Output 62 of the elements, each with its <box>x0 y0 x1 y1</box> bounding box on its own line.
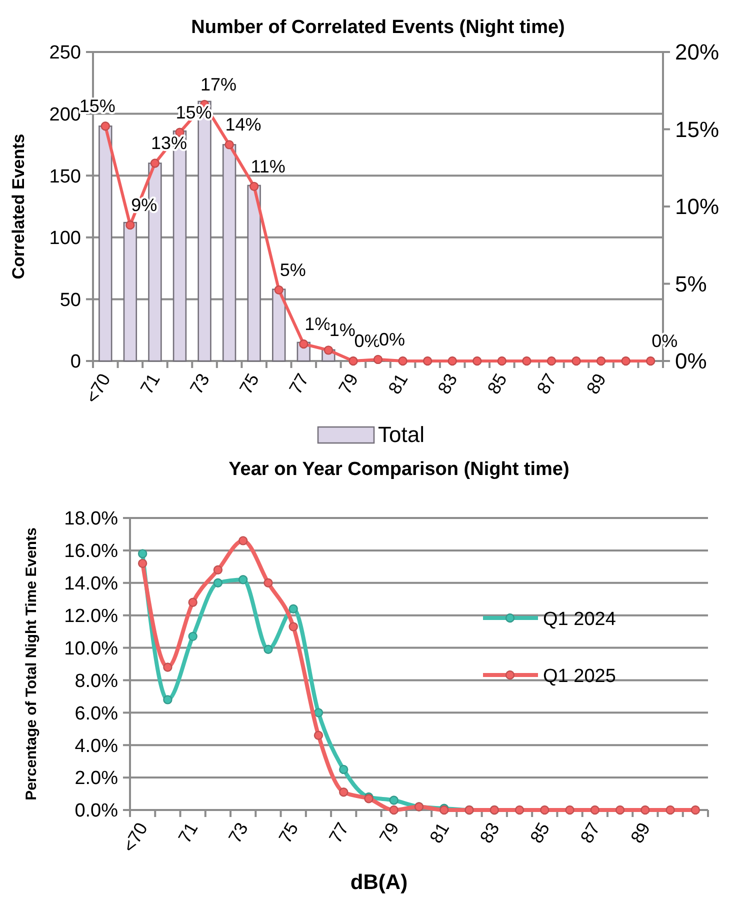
x-tick-label: 89 <box>582 370 610 398</box>
x-tick-label: 75 <box>236 370 264 398</box>
data-label: 5% <box>280 260 306 280</box>
x-tick-label: 77 <box>325 819 353 846</box>
y-tick-label: 16.0% <box>64 541 118 562</box>
y2-tick-label: 0% <box>675 348 707 374</box>
y-axis-title: Percentage of Total Night Time Events <box>23 528 40 800</box>
y-tick-label: 8.0% <box>74 670 118 692</box>
x-tick-label: 79 <box>375 819 403 846</box>
x-tick-label: 71 <box>136 370 164 398</box>
x-tick-label: 89 <box>626 819 654 846</box>
x-tick-label: 83 <box>476 819 504 846</box>
data-label: 14% <box>225 114 262 135</box>
x-tick-label: 73 <box>186 370 214 398</box>
x-tick-label: 85 <box>526 819 554 846</box>
x-tick-label: 75 <box>274 819 302 846</box>
data-label: 1% <box>329 320 356 340</box>
y-tick-label: 18.0% <box>64 508 118 530</box>
y2-tick-label: 20% <box>675 40 720 65</box>
x-tick-label: 87 <box>576 819 604 846</box>
x-tick-label: 81 <box>384 370 412 398</box>
legend-label: Q1 2024 <box>543 609 616 630</box>
chart-title: Number of Correlated Events (Night time) <box>191 17 565 38</box>
y2-tick-label: 5% <box>675 271 707 296</box>
x-tick-label: 83 <box>434 370 462 398</box>
x-axis-title: dB(A) <box>350 871 408 894</box>
y-tick-label: 6.0% <box>74 703 118 724</box>
legend-label: Total <box>378 422 424 447</box>
x-tick-label: 81 <box>426 819 454 846</box>
y-tick-label: 50 <box>60 290 81 311</box>
x-tick-label: <70 <box>118 819 152 856</box>
x-tick-label: 87 <box>533 370 560 398</box>
data-label: 0% <box>378 329 406 350</box>
data-label: 13% <box>150 133 187 154</box>
y-tick-label: 150 <box>49 166 81 188</box>
y-tick-label: 2.0% <box>74 768 118 790</box>
legend-label: Q1 2025 <box>543 666 616 687</box>
data-label: 0% <box>354 331 380 351</box>
data-label: 1% <box>304 314 331 334</box>
x-tick-label: 73 <box>224 819 252 846</box>
x-tick-label: 79 <box>334 370 362 398</box>
y-tick-label: 250 <box>49 42 81 64</box>
x-tick-label: <70 <box>82 370 114 407</box>
y-tick-label: 10.0% <box>64 638 118 660</box>
data-label: 17% <box>200 74 237 95</box>
data-label: 15% <box>79 96 116 116</box>
x-tick-label: 71 <box>174 819 202 846</box>
x-tick-label: 77 <box>285 370 313 398</box>
y-tick-label: 0 <box>70 352 81 373</box>
y-tick-label: 4.0% <box>74 736 118 757</box>
y-tick-label: 0.0% <box>74 800 118 822</box>
chart-title: Year on Year Comparison (Night time) <box>228 459 570 480</box>
y-tick-label: 200 <box>49 104 81 126</box>
x-tick-label: 85 <box>483 370 511 398</box>
y2-tick-label: 15% <box>675 116 720 142</box>
y-tick-label: 14.0% <box>64 574 118 595</box>
y2-tick-label: 10% <box>675 194 720 220</box>
data-label: 11% <box>250 156 286 176</box>
data-label: 0% <box>652 331 678 351</box>
y-tick-label: 12.0% <box>64 606 118 627</box>
y-axis-title: Correlated Events <box>9 134 28 280</box>
y-tick-label: 100 <box>49 228 81 250</box>
